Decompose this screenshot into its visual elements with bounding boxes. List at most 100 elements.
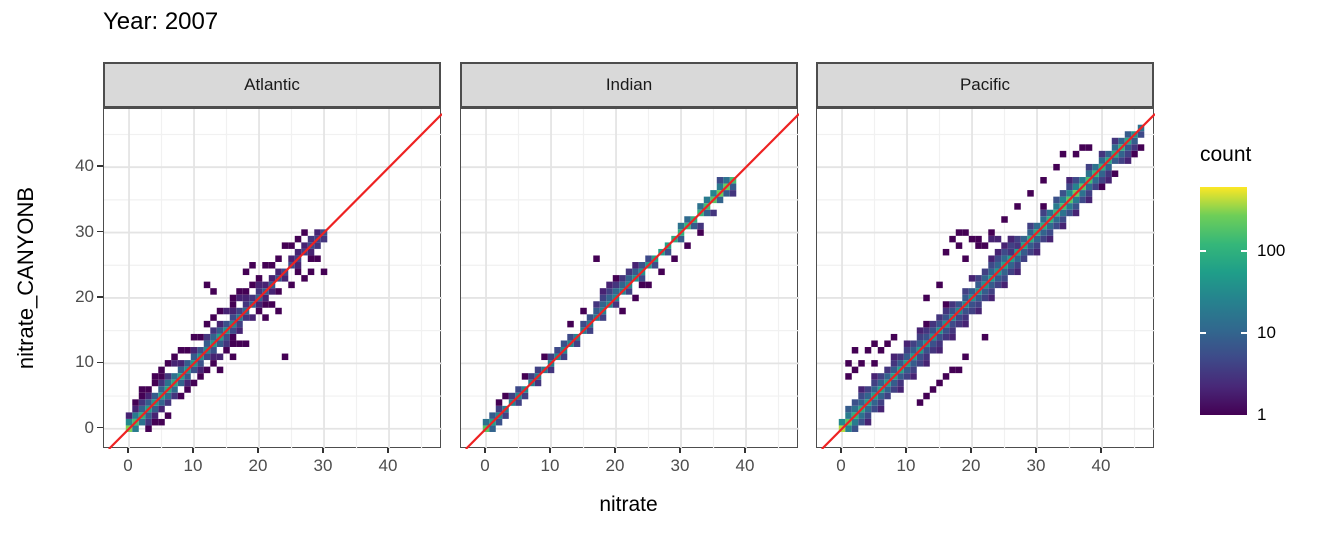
bin bbox=[903, 373, 911, 380]
bin bbox=[884, 366, 891, 374]
identity-line bbox=[465, 113, 799, 449]
bin bbox=[864, 405, 872, 413]
bin bbox=[1040, 203, 1047, 210]
bin bbox=[294, 268, 302, 276]
bin bbox=[877, 399, 885, 406]
bin bbox=[612, 275, 620, 282]
bin bbox=[936, 379, 943, 387]
bin bbox=[716, 196, 724, 204]
bin bbox=[910, 340, 917, 347]
bin bbox=[729, 183, 737, 191]
bin bbox=[145, 425, 152, 432]
bin bbox=[1001, 248, 1008, 256]
bin bbox=[1059, 216, 1067, 223]
bin bbox=[858, 386, 865, 393]
bin bbox=[560, 340, 568, 347]
bin bbox=[164, 399, 172, 406]
bin bbox=[314, 229, 321, 236]
bin bbox=[968, 307, 976, 315]
bin bbox=[994, 255, 1002, 262]
bin bbox=[158, 399, 165, 406]
bin bbox=[1001, 275, 1008, 282]
bin bbox=[547, 366, 555, 374]
bin bbox=[1046, 209, 1054, 217]
legend-tick-mark bbox=[1241, 249, 1247, 252]
x-tick-mark bbox=[905, 448, 907, 453]
bin bbox=[249, 294, 256, 302]
bin bbox=[1053, 163, 1060, 171]
x-tick-label: 0 bbox=[480, 456, 490, 475]
bin bbox=[242, 340, 250, 347]
bin bbox=[988, 268, 995, 276]
bin bbox=[599, 314, 607, 321]
x-tick-mark bbox=[1100, 448, 1102, 453]
x-tick-label: 0 bbox=[836, 456, 846, 475]
bin bbox=[638, 262, 646, 269]
bin bbox=[936, 347, 943, 354]
bin bbox=[515, 386, 522, 393]
bin bbox=[1079, 190, 1086, 197]
bin bbox=[242, 301, 250, 308]
bin bbox=[955, 301, 963, 308]
bin bbox=[158, 379, 165, 387]
bin bbox=[599, 294, 607, 302]
bin bbox=[242, 314, 250, 321]
bin bbox=[262, 281, 269, 289]
bin bbox=[1059, 150, 1067, 158]
bin bbox=[975, 294, 982, 302]
y-tick-mark bbox=[97, 361, 103, 364]
bin bbox=[936, 333, 943, 341]
y-tick-mark bbox=[97, 165, 103, 167]
bin bbox=[177, 347, 185, 354]
bin bbox=[1085, 144, 1093, 151]
bin bbox=[877, 379, 885, 387]
bin bbox=[223, 333, 230, 341]
bin bbox=[229, 294, 237, 302]
bin bbox=[890, 333, 898, 341]
bin bbox=[255, 301, 263, 308]
bin bbox=[1033, 242, 1041, 249]
bin bbox=[262, 301, 269, 308]
x-tick-mark bbox=[127, 448, 129, 453]
bin bbox=[619, 275, 626, 282]
bin bbox=[158, 373, 165, 380]
bin bbox=[229, 307, 237, 315]
bin bbox=[171, 392, 178, 400]
bin bbox=[184, 379, 191, 387]
bin bbox=[988, 294, 995, 302]
bin bbox=[145, 392, 152, 400]
bin bbox=[1105, 150, 1112, 158]
identity-line bbox=[821, 113, 1155, 449]
bin bbox=[1105, 163, 1112, 171]
bin bbox=[1085, 196, 1093, 204]
bin bbox=[955, 242, 963, 249]
bin bbox=[482, 418, 490, 426]
bin bbox=[1118, 150, 1125, 158]
bin bbox=[890, 386, 898, 393]
x-tick-label: 10 bbox=[183, 456, 203, 475]
bin bbox=[515, 399, 522, 406]
bin bbox=[729, 190, 737, 197]
bin bbox=[716, 183, 724, 191]
x-tick-label: 30 bbox=[670, 456, 690, 475]
bin bbox=[573, 340, 581, 347]
bin bbox=[229, 340, 237, 347]
facet-strip-label: Indian bbox=[605, 75, 653, 94]
bin bbox=[638, 275, 646, 282]
bin bbox=[962, 307, 969, 315]
bin bbox=[1059, 222, 1067, 230]
bin bbox=[1014, 262, 1021, 269]
bin bbox=[177, 360, 185, 367]
bin bbox=[981, 242, 989, 249]
bin bbox=[975, 301, 982, 308]
bin bbox=[547, 353, 555, 361]
bin bbox=[625, 275, 633, 282]
bin bbox=[307, 235, 315, 243]
bin bbox=[903, 366, 911, 374]
bin bbox=[508, 392, 516, 400]
bin bbox=[151, 412, 159, 419]
bin bbox=[619, 307, 626, 315]
bin bbox=[684, 242, 691, 249]
bin bbox=[1059, 209, 1067, 217]
